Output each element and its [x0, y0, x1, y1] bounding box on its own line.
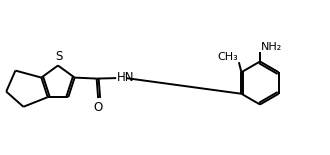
Text: CH₃: CH₃	[217, 52, 238, 62]
Text: S: S	[55, 50, 62, 63]
Text: HN: HN	[116, 71, 134, 84]
Text: NH₂: NH₂	[260, 42, 282, 51]
Text: O: O	[93, 101, 102, 114]
